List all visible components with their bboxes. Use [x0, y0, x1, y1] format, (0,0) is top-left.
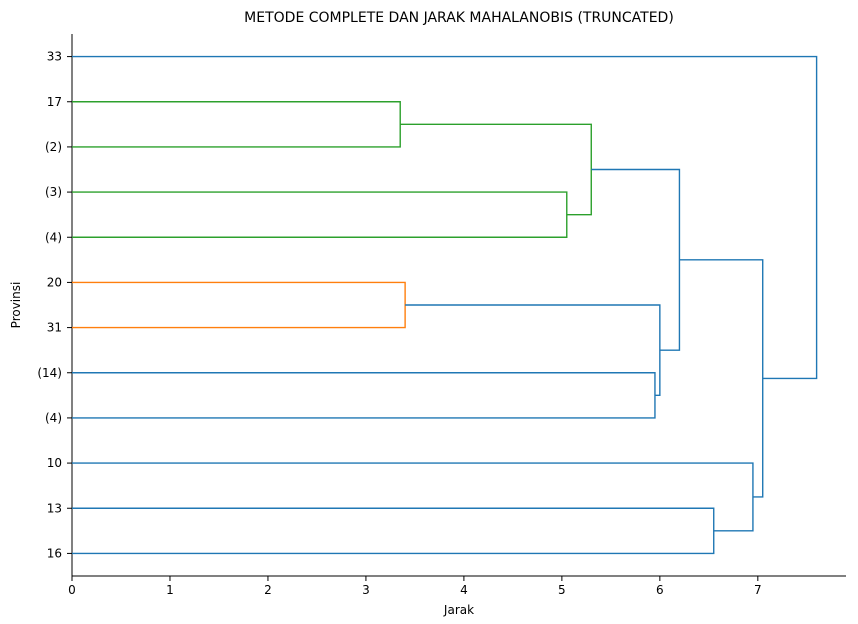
x-tick-label: 3	[362, 583, 370, 597]
y-tick-label: 31	[47, 321, 62, 335]
y-tick-label: (4)	[45, 230, 62, 244]
x-tick-label: 1	[166, 583, 174, 597]
chart-title: METODE COMPLETE DAN JARAK MAHALANOBIS (T…	[244, 10, 674, 26]
x-axis-label: Jarak	[443, 603, 474, 617]
y-tick-label: (4)	[45, 411, 62, 425]
x-tick-label: 4	[460, 583, 468, 597]
x-tick-label: 2	[264, 583, 272, 597]
dendrogram-chart: METODE COMPLETE DAN JARAK MAHALANOBIS (T…	[0, 0, 858, 624]
x-tick-label: 6	[656, 583, 664, 597]
y-tick-label: 13	[47, 501, 62, 515]
y-tick-label: 20	[47, 275, 62, 289]
x-tick-label: 7	[754, 583, 762, 597]
y-tick-label: (2)	[45, 140, 62, 154]
y-tick-label: 10	[47, 456, 62, 470]
y-tick-label: (14)	[37, 366, 62, 380]
y-tick-label: 17	[47, 95, 62, 109]
y-tick-label: (3)	[45, 185, 62, 199]
x-tick-label: 5	[558, 583, 566, 597]
y-tick-label: 33	[47, 50, 62, 64]
y-axis-label: Provinsi	[9, 282, 23, 329]
y-tick-label: 16	[47, 546, 62, 560]
x-tick-label: 0	[68, 583, 76, 597]
